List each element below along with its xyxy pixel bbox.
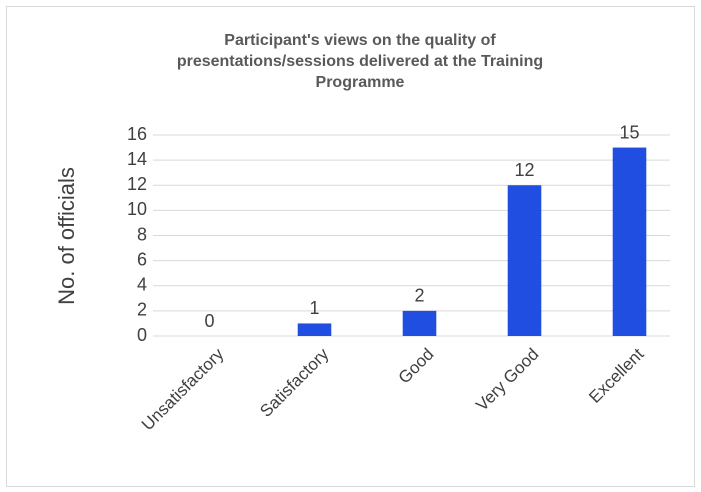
- bar: [402, 310, 437, 336]
- data-label: 2: [414, 286, 424, 306]
- bar: [507, 185, 542, 336]
- y-tick-label: 16: [127, 124, 147, 144]
- y-axis-label: No. of officials: [54, 167, 79, 305]
- y-tick-label: 10: [127, 199, 147, 219]
- y-tick-label: 6: [137, 249, 147, 269]
- bar: [612, 147, 647, 336]
- y-tick-label: 4: [137, 275, 147, 295]
- data-label: 1: [309, 298, 319, 318]
- y-tick-label: 2: [137, 300, 147, 320]
- data-label: 15: [619, 122, 639, 142]
- y-tick-label: 14: [127, 149, 147, 169]
- y-tick-label: 12: [127, 174, 147, 194]
- data-label: 0: [204, 311, 214, 331]
- y-tick-label: 0: [137, 325, 147, 345]
- chart-title: Participant's views on the quality of pr…: [176, 32, 544, 91]
- y-tick-label: 8: [137, 224, 147, 244]
- chart-border: [6, 6, 695, 487]
- data-label: 12: [514, 160, 534, 180]
- bar: [297, 323, 332, 336]
